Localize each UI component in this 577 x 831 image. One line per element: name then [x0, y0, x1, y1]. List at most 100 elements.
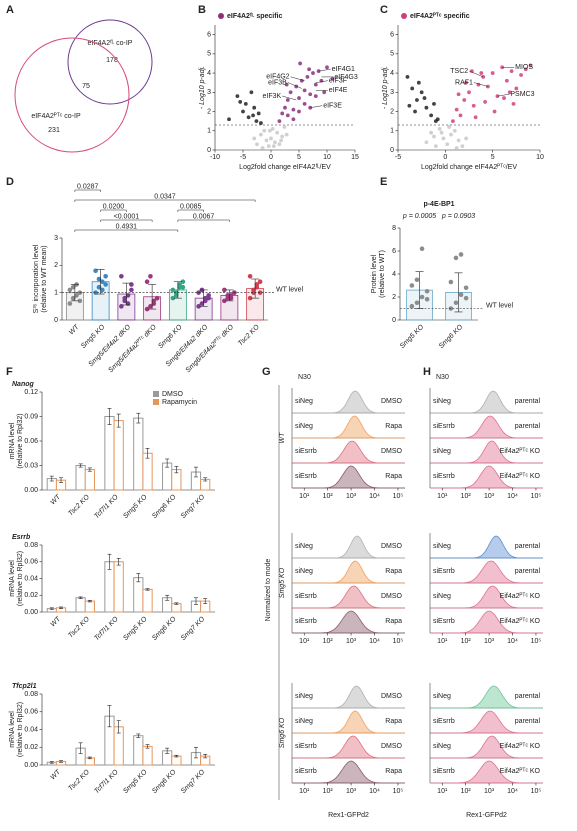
point: [467, 90, 471, 95]
y-axis-label: Protein level: [371, 254, 378, 293]
x-axis-label: Rex1-GFPd2: [328, 812, 369, 819]
data-point: [96, 284, 102, 290]
row-right-label: Rapa: [385, 568, 402, 575]
data-point: [228, 295, 234, 301]
y-tick-label: 0.06: [24, 438, 38, 445]
point: [271, 144, 276, 149]
chart-title: Esrrb: [12, 534, 31, 541]
data-point: [170, 287, 176, 293]
data-point: [180, 279, 186, 285]
row-left-label: siNeg: [295, 543, 313, 550]
point: [413, 109, 417, 114]
x-tick-label: Smg5 KO: [122, 493, 149, 520]
row-right-label: Rapa: [385, 718, 402, 725]
y-tick-label: 0.12: [24, 389, 38, 396]
row-left-label: siEsrrb: [433, 423, 455, 430]
annotation-leader: [469, 70, 484, 78]
annotation: eIF4G1: [332, 66, 355, 73]
x-tick-label: WT: [49, 615, 62, 628]
data-point: [144, 279, 150, 285]
point: [297, 109, 301, 114]
histogram: [430, 415, 543, 439]
point: [419, 90, 424, 95]
row-right-label: DMSO: [381, 743, 403, 750]
x-tick-label: 10⁴: [369, 788, 380, 795]
data-point: [74, 293, 79, 298]
histogram: [430, 560, 543, 584]
data-point: [463, 295, 469, 301]
annotation-leader: [318, 68, 331, 72]
point: [424, 105, 429, 110]
x-tick-label: 10²: [461, 493, 472, 500]
y-axis-label: Normalized to mode: [265, 559, 272, 622]
point: [325, 65, 329, 70]
row-right-label: parental: [515, 568, 541, 575]
x-tick-label: 10²: [323, 493, 334, 500]
point: [456, 92, 461, 97]
row-right-label: DMSO: [381, 448, 403, 455]
y-tick-label: 0.04: [24, 575, 38, 582]
row-left-label: siEsrrb: [433, 718, 455, 725]
y-tick-label: 4: [390, 70, 394, 77]
point: [433, 144, 438, 149]
x-tick-label: Smg6 KO: [151, 493, 178, 520]
significance-label: 0.0347: [154, 193, 176, 200]
row-right-label: Eif4a2ᴾᵀᶜ KO: [500, 473, 541, 480]
histogram: [430, 610, 543, 634]
row-left-label: siEsrrb: [433, 473, 455, 480]
histogram: [292, 440, 405, 464]
point: [254, 119, 259, 124]
x-tick-label: Smg5 KO: [80, 323, 107, 350]
legend-swatch: [218, 13, 224, 19]
chart-title: p-4E-BP1: [423, 201, 454, 208]
point: [429, 113, 434, 118]
x-tick-label: WT: [68, 323, 81, 336]
x-tick-label: 10³: [346, 493, 357, 500]
x-tick-label: 10⁴: [507, 638, 518, 645]
point: [407, 103, 412, 108]
row-right-label: parental: [515, 423, 541, 430]
y-tick-label: 1: [207, 128, 211, 135]
data-point: [119, 273, 124, 279]
point: [302, 101, 307, 106]
y-tick-label: 2: [207, 108, 211, 115]
x-tick-label: 10¹: [299, 788, 310, 795]
chart-title: Nanog: [12, 381, 35, 388]
y-tick-label: 0: [392, 317, 396, 324]
set-label: eIF4A2ᶠᴸ co-IP: [88, 40, 133, 47]
bar: [84, 600, 95, 613]
y-axis-label: mRNA level: [9, 560, 16, 597]
point: [246, 115, 251, 120]
row-left-label: siNeg: [433, 693, 451, 700]
row-right-label: Eif4a2ᴾᵀᶜ KO: [500, 593, 541, 600]
histogram: [292, 735, 405, 759]
point: [256, 111, 261, 116]
data-point: [99, 279, 105, 285]
bar: [142, 588, 153, 613]
point: [452, 128, 457, 133]
y-tick-label: 0.02: [24, 592, 38, 599]
row-right-label: DMSO: [381, 593, 403, 600]
x-tick-label: 10³: [346, 638, 357, 645]
x-tick-label: 0: [269, 154, 273, 161]
x-tick-label: 10¹: [299, 493, 310, 500]
x-axis-label: Rex1-GFPd2: [466, 812, 507, 819]
histogram: [292, 710, 405, 734]
point: [447, 125, 452, 129]
x-tick-label: 10¹: [437, 638, 448, 645]
x-tick-label: Tsc2 KO: [237, 323, 261, 347]
histogram: [430, 440, 543, 464]
x-tick-label: Smg5 KO: [122, 615, 149, 642]
y-tick-label: 8: [392, 225, 396, 232]
y-tick-label: 0.06: [24, 709, 38, 716]
y-axis-label: mRNA level: [9, 422, 16, 459]
point: [284, 82, 289, 87]
annotation: eIF4E: [329, 87, 348, 94]
x-tick-label: 10⁵: [393, 788, 404, 795]
point: [298, 61, 303, 66]
y-tick-label: 4: [207, 70, 211, 77]
row-left-label: siNeg: [433, 448, 451, 455]
x-tick-label: 10: [323, 154, 331, 161]
point: [288, 90, 293, 95]
